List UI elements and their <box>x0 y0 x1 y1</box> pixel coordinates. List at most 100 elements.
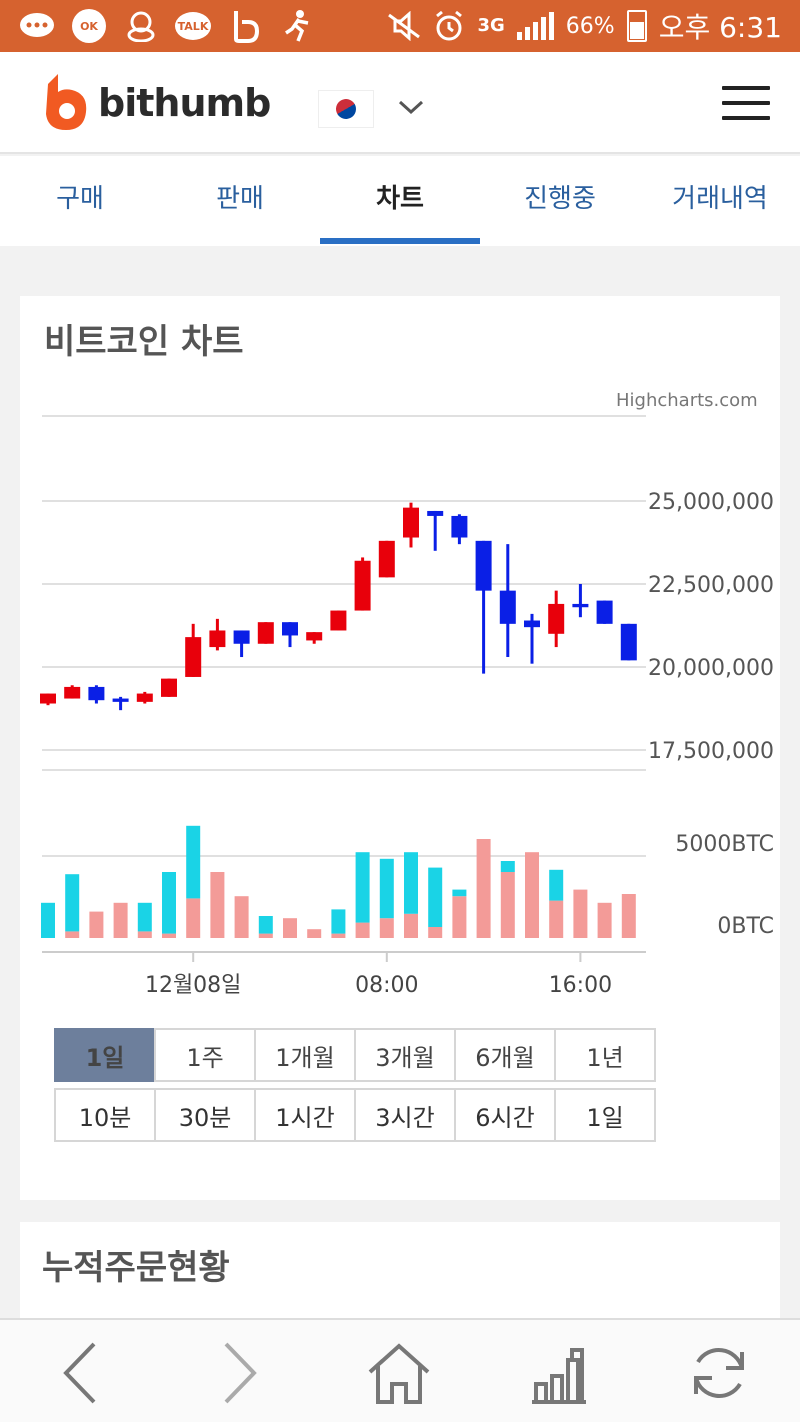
volume-bar-down[interactable] <box>41 902 55 938</box>
range-button-1m[interactable]: 1개월 <box>254 1028 356 1082</box>
talk-label: TALK <box>175 12 211 40</box>
candle-down[interactable] <box>572 603 589 608</box>
candle-up[interactable] <box>378 540 395 578</box>
volume-bar-up[interactable] <box>549 900 564 938</box>
volume-bar-up[interactable] <box>597 902 612 938</box>
range-button-6m[interactable]: 6개월 <box>454 1028 556 1082</box>
volume-bar-up[interactable] <box>307 929 322 938</box>
interval-button-30min[interactable]: 30분 <box>154 1088 256 1142</box>
tab-chart[interactable]: 차트 <box>320 156 480 246</box>
candle-up[interactable] <box>403 507 419 538</box>
interval-button-3h[interactable]: 3시간 <box>354 1088 456 1142</box>
volume-bar-up[interactable] <box>89 911 104 938</box>
volume-bar-up[interactable] <box>283 918 297 938</box>
candle-down[interactable] <box>233 630 250 644</box>
refresh-icon[interactable] <box>684 1338 754 1408</box>
volume-bar-up[interactable] <box>137 931 152 938</box>
hamburger-menu-icon[interactable] <box>722 86 770 122</box>
tab-buy[interactable]: 구매 <box>56 184 104 214</box>
chart-bars-icon[interactable] <box>524 1338 594 1408</box>
volume-bar-down[interactable] <box>379 858 394 919</box>
price-axis-label: 25,000,000 <box>648 490 774 515</box>
volume-bar-up[interactable] <box>113 902 128 938</box>
volume-bar-up[interactable] <box>525 852 539 938</box>
range-button-1w[interactable]: 1주 <box>154 1028 256 1082</box>
candle-down[interactable] <box>427 510 444 516</box>
volume-bar-up[interactable] <box>404 913 418 938</box>
tab-pending[interactable]: 진행중 <box>524 184 596 214</box>
candle-up[interactable] <box>136 693 153 702</box>
candle-down[interactable] <box>524 620 540 628</box>
volume-bar-up[interactable] <box>162 933 176 938</box>
volume-bar-up[interactable] <box>621 894 636 938</box>
volume-bar-up[interactable] <box>65 931 80 938</box>
candle-down[interactable] <box>451 515 468 538</box>
volume-bar-down[interactable] <box>258 916 273 934</box>
candle-up[interactable] <box>40 693 56 704</box>
volume-bar-down[interactable] <box>186 825 201 899</box>
korea-flag-icon[interactable] <box>318 90 374 128</box>
candle-up[interactable] <box>330 610 347 631</box>
candle-down[interactable] <box>620 623 637 661</box>
tab-history[interactable]: 거래내역 <box>672 184 768 214</box>
volume-bar-down[interactable] <box>500 861 515 872</box>
volume-bar-down[interactable] <box>428 867 443 927</box>
range-button-1y[interactable]: 1년 <box>554 1028 656 1082</box>
range-button-3m[interactable]: 3개월 <box>354 1028 456 1082</box>
volume-bar-down[interactable] <box>137 902 152 932</box>
chat-icon <box>18 10 56 42</box>
chevron-down-icon[interactable] <box>396 92 426 122</box>
home-icon[interactable] <box>364 1338 434 1408</box>
volume-bar-down[interactable] <box>452 889 467 897</box>
alarm-icon <box>436 10 463 41</box>
back-icon[interactable] <box>46 1338 116 1408</box>
forward-icon[interactable] <box>204 1338 274 1408</box>
interval-button-1d[interactable]: 1일 <box>554 1088 656 1142</box>
candlestick-chart[interactable]: 25,000,000 22,500,000 20,000,000 17,500,000… <box>20 296 780 1006</box>
main-tabs: 구매 판매 차트 진행중 거래내역 <box>0 156 800 246</box>
band-icon <box>226 10 264 43</box>
volume-bar-up[interactable] <box>186 898 201 938</box>
interval-button-1h[interactable]: 1시간 <box>254 1088 356 1142</box>
volume-bar-down[interactable] <box>331 909 346 934</box>
volume-bar-up[interactable] <box>500 872 515 938</box>
candle-up[interactable] <box>64 686 81 699</box>
volume-bar-up[interactable] <box>476 839 491 938</box>
volume-bar-down[interactable] <box>162 872 176 934</box>
volume-bar-up[interactable] <box>234 896 249 938</box>
volume-bar-up[interactable] <box>355 922 370 938</box>
highcharts-credit[interactable]: Highcharts.com <box>616 390 758 411</box>
candle-up[interactable] <box>548 603 565 634</box>
chart-card-title: 비트코인 차트 <box>44 322 244 362</box>
interval-button-10min[interactable]: 10분 <box>54 1088 156 1142</box>
interval-button-6h[interactable]: 6시간 <box>454 1088 556 1142</box>
volume-bar-up[interactable] <box>331 933 346 938</box>
volume-bar-up[interactable] <box>258 933 273 938</box>
volume-bar-down[interactable] <box>549 869 564 901</box>
volume-bar-down[interactable] <box>404 852 418 914</box>
period-selector: 1일 1주 1개월 3개월 6개월 1년 10분 30분 1시간 3시간 6시간… <box>54 1028 668 1144</box>
volume-bar-up[interactable] <box>573 889 588 938</box>
candle-up[interactable] <box>209 630 226 648</box>
candle-up[interactable] <box>354 560 371 611</box>
tab-sell[interactable]: 판매 <box>216 184 264 214</box>
volume-bar-down[interactable] <box>355 852 370 923</box>
candle-up[interactable] <box>257 622 274 644</box>
volume-axis-label: 5000BTC <box>675 832 774 857</box>
candle-down[interactable] <box>596 600 613 624</box>
volume-bar-up[interactable] <box>210 872 225 938</box>
volume-bar-up[interactable] <box>452 896 467 938</box>
candle-up[interactable] <box>161 678 177 697</box>
candle-down[interactable] <box>499 590 516 624</box>
candle-down[interactable] <box>282 622 298 636</box>
volume-bar-up[interactable] <box>379 918 394 938</box>
candle-up[interactable] <box>185 637 202 677</box>
candle-down[interactable] <box>88 686 105 701</box>
candle-up[interactable] <box>306 632 323 641</box>
bithumb-logo[interactable]: bithumb <box>42 74 271 132</box>
candle-down[interactable] <box>475 540 492 591</box>
volume-bar-up[interactable] <box>428 927 443 938</box>
volume-bar-down[interactable] <box>65 874 80 932</box>
candle-down[interactable] <box>112 698 129 702</box>
range-button-1d[interactable]: 1일 <box>54 1028 156 1082</box>
